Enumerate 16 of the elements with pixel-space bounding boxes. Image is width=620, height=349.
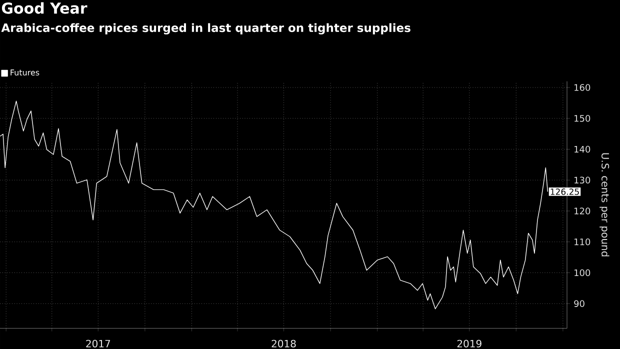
x-tick-label: 2017 <box>86 340 110 348</box>
chart-title: Good Year <box>2 2 88 14</box>
y-axis-title: U.S. cents per pound <box>600 153 610 256</box>
legend-label: Futures <box>10 70 40 76</box>
y-tick-label: 130 <box>574 176 590 184</box>
y-tick-label: 110 <box>574 238 590 246</box>
y-tick-label: 120 <box>574 208 590 214</box>
y-tick-label: 140 <box>574 146 590 153</box>
data-label: 126.25 <box>550 188 579 195</box>
y-tick-label: 90 <box>574 300 584 308</box>
y-tick-label: 150 <box>574 114 590 122</box>
x-tick-label: 2019 <box>457 340 482 348</box>
x-tick-label: 2018 <box>272 340 296 348</box>
y-tick-label: 100 <box>574 269 590 276</box>
chart-subtitle: Arabica-coffee rpices surged in last quarter on tighter supplies <box>1 23 410 34</box>
y-tick-label: 160 <box>574 84 590 91</box>
